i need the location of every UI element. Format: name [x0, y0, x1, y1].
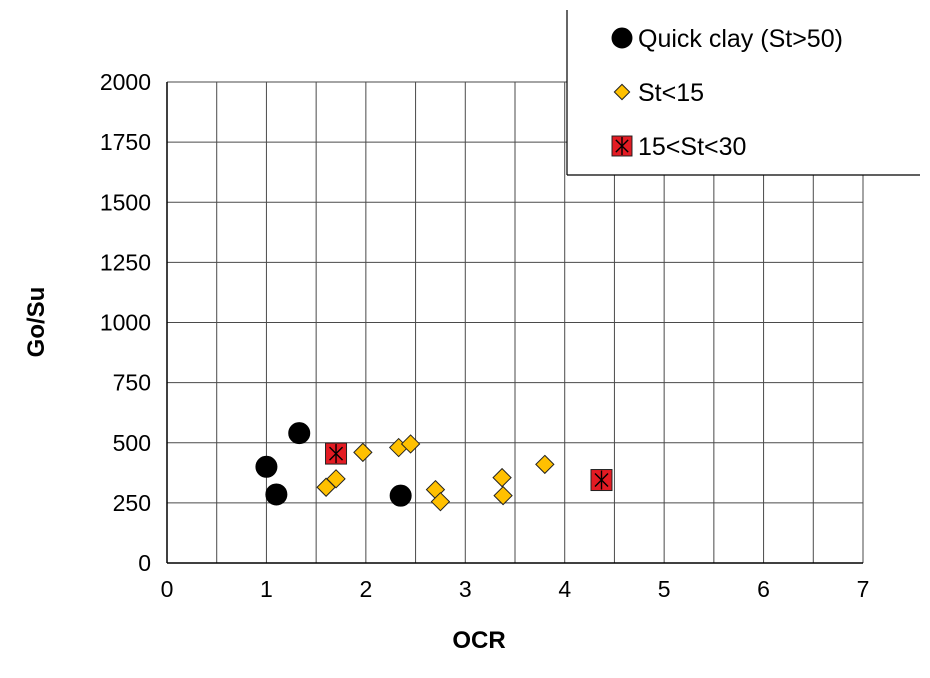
data-point-square-asterisk: [590, 469, 613, 492]
y-tick-label: 1250: [100, 249, 151, 275]
y-tick-label: 750: [113, 370, 151, 396]
legend-marker-square-asterisk: [611, 135, 633, 157]
x-tick-label: 7: [857, 576, 870, 602]
axes: 0 250 500 750 1000 1250 1500 1750 2000 0 1 2 3 4 5 6 7: [100, 69, 870, 602]
legend: Quick clay (St>50) St<15 15<St<30: [566, 10, 923, 176]
data-point-diamond: [400, 434, 421, 454]
legend-label: 15<St<30: [638, 133, 746, 161]
y-tick-label: 250: [113, 490, 151, 516]
data-point-circle: [389, 484, 412, 507]
data-point-diamond: [492, 467, 512, 488]
data-point-square-asterisk: [325, 442, 348, 465]
data-point-circle: [255, 455, 278, 478]
y-tick-label: 1000: [100, 310, 151, 336]
y-tick-label: 2000: [100, 69, 151, 95]
x-tick-label: 2: [359, 576, 372, 602]
data-point-diamond: [535, 454, 555, 475]
data-point-diamond: [326, 469, 346, 489]
y-tick-label: 1750: [100, 129, 151, 155]
legend-label: St<15: [638, 79, 704, 107]
y-axis-title: Go/Su: [23, 287, 50, 358]
x-tick-label: 5: [658, 576, 671, 602]
legend-marker-circle: [611, 27, 633, 49]
x-tick-label: 4: [558, 576, 571, 602]
x-tick-label: 6: [757, 576, 770, 602]
y-tick-label: 0: [138, 550, 151, 576]
legend-label: Quick clay (St>50): [638, 25, 843, 53]
y-tick-label: 500: [113, 430, 151, 456]
legend-marker-diamond: [613, 83, 631, 101]
data-points: [255, 422, 613, 512]
x-tick-label: 1: [260, 576, 273, 602]
x-axis-title: OCR: [452, 627, 505, 654]
data-point-circle: [265, 483, 288, 506]
data-point-diamond: [430, 491, 451, 512]
data-point-diamond: [353, 442, 373, 463]
x-tick-label: 0: [161, 576, 174, 602]
y-tick-label: 1500: [100, 189, 151, 215]
data-point-diamond: [493, 485, 513, 506]
data-point-circle: [288, 422, 311, 445]
x-tick-label: 3: [459, 576, 472, 602]
